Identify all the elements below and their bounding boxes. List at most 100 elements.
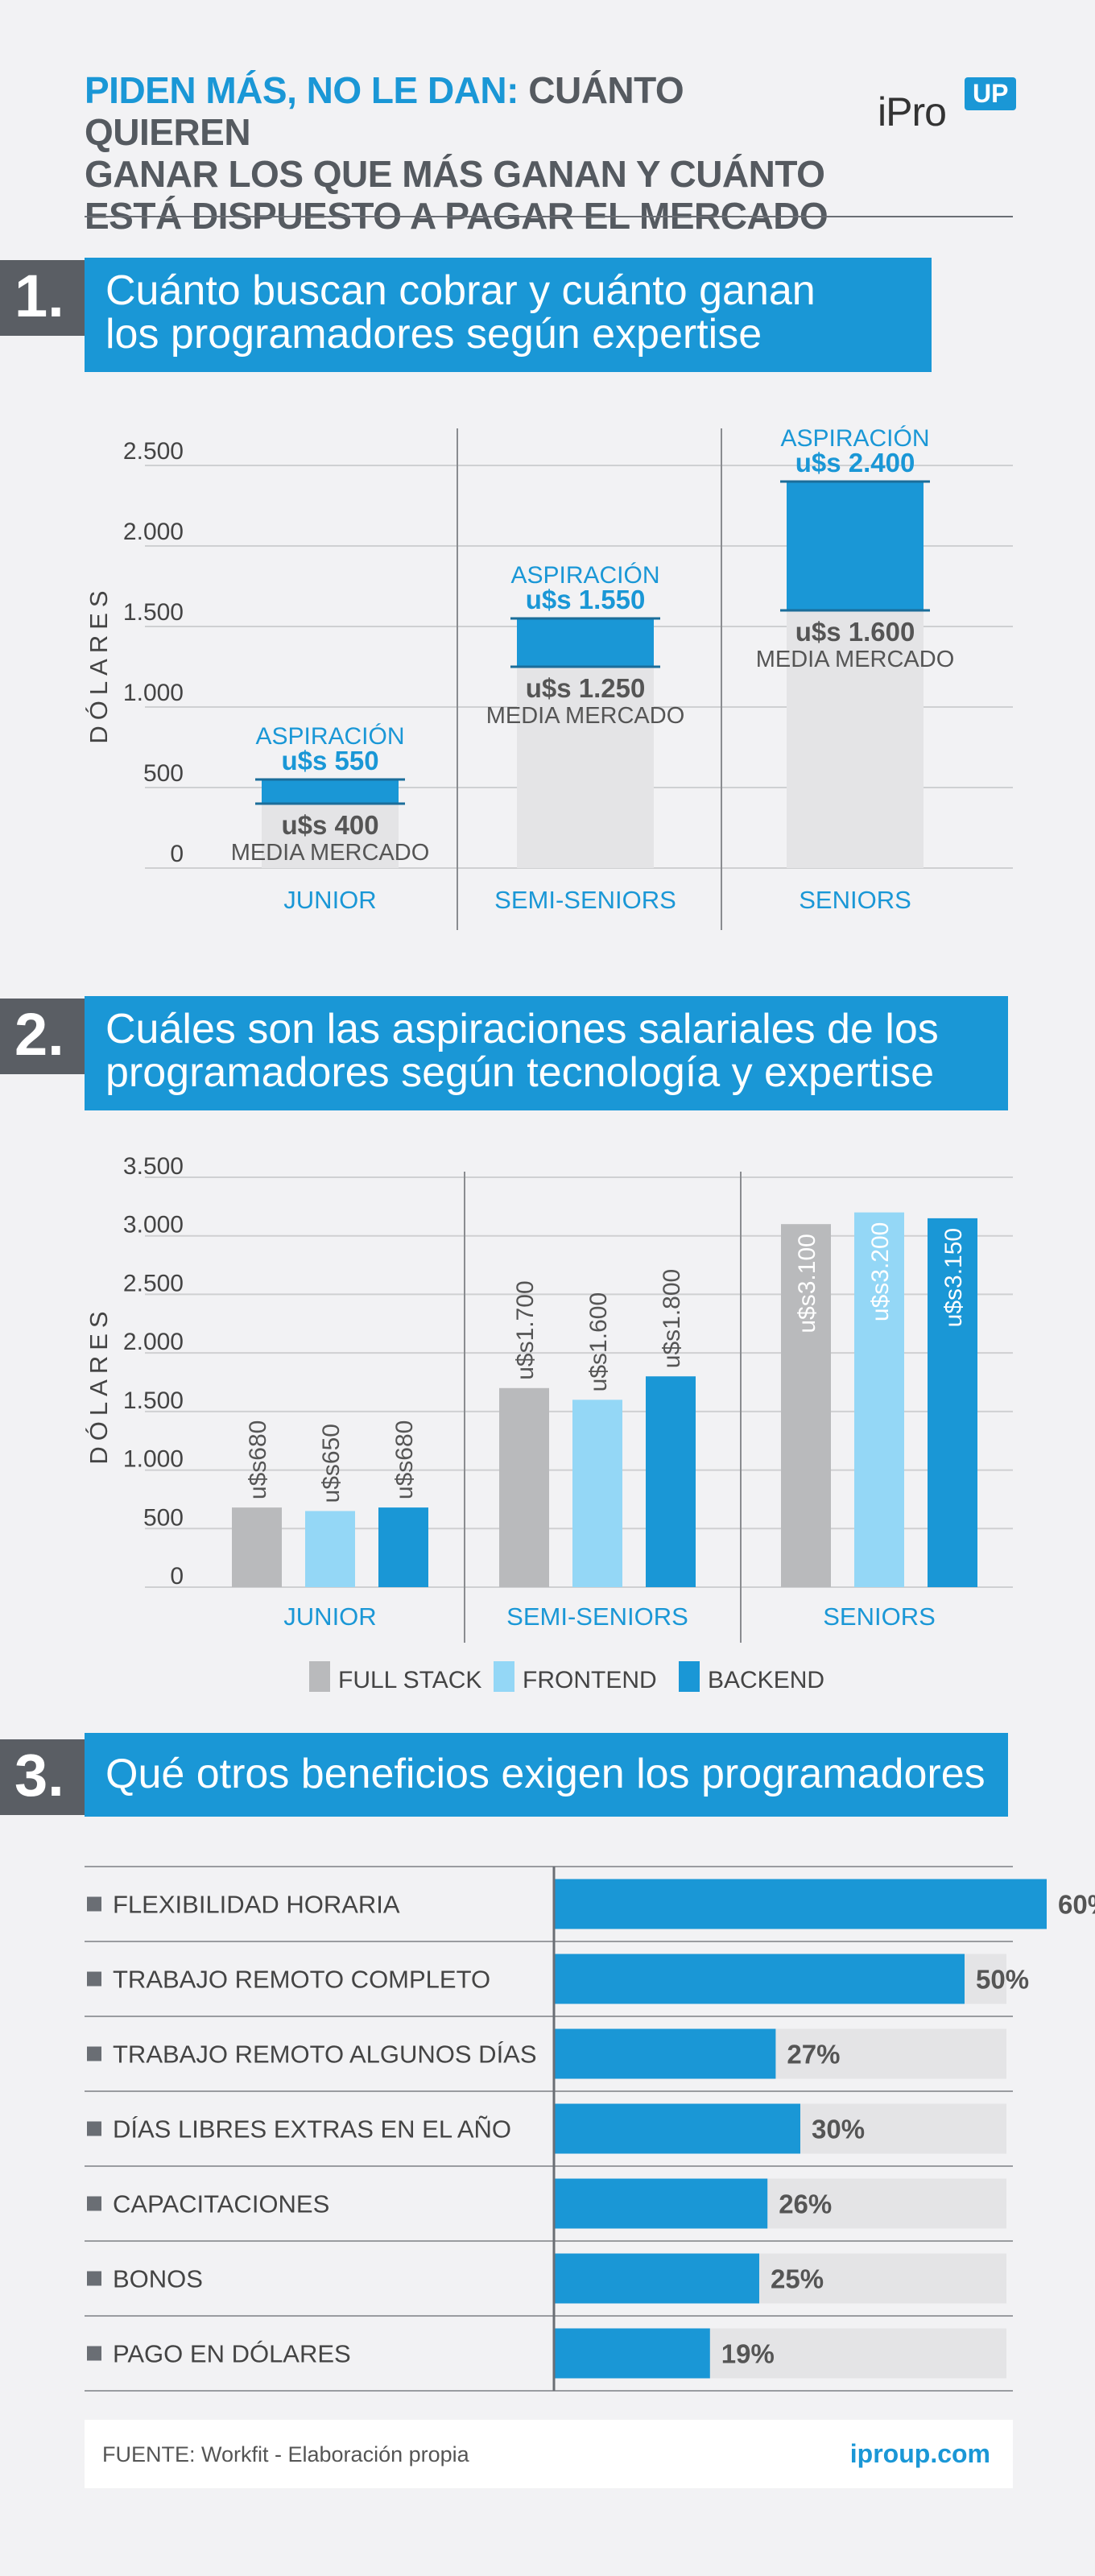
bar-backend — [928, 1218, 977, 1587]
infographic-title: PIDEN MÁS, NO LE DAN: CUÁNTO QUIEREN GAN… — [85, 69, 857, 237]
aspiration-bar — [787, 482, 924, 610]
market-name-label: MEDIA MERCADO — [231, 840, 430, 866]
title-line-1: CUÁNTO QUIEREN — [85, 69, 684, 153]
market-name-label: MEDIA MERCADO — [486, 703, 685, 729]
benefit-label: TRABAJO REMOTO COMPLETO — [113, 1966, 490, 1994]
title-line-2: GANAR LOS QUE MÁS GANAN Y CUÁNTO — [85, 153, 825, 195]
bullet-square — [87, 2196, 101, 2211]
y-tick-label: 500 — [143, 760, 184, 787]
bar-frontend — [854, 1212, 904, 1587]
legend-label: FRONTEND — [523, 1667, 657, 1693]
section-3-number-box: 3. — [0, 1739, 85, 1815]
section-2-title-line-1: Cuáles son las aspiraciones salariales d… — [105, 1006, 939, 1052]
site-link[interactable]: iproup.com — [849, 2439, 990, 2468]
category-label: SENIORS — [823, 1602, 936, 1631]
bar-frontend — [305, 1511, 355, 1587]
chart-salary-technology: 0 500 1.000 1.500 2.000 2.500 3.000 3.500 DÓLARE… — [85, 1153, 1013, 1693]
legend-swatch — [309, 1661, 330, 1692]
section-1-number-box: 1. — [0, 260, 85, 336]
data-label: u$s1.800 — [659, 1269, 685, 1368]
section-3-number: 3. — [14, 1742, 64, 1809]
market-bar — [517, 667, 654, 868]
aspiration-name-label: ASPIRACIÓN — [780, 425, 929, 452]
bullet-square — [87, 2121, 101, 2136]
title-highlight: PIDEN MÁS, NO LE DAN: — [85, 69, 519, 111]
data-label: u$s1.700 — [512, 1280, 539, 1379]
aspiration-name-label: ASPIRACIÓN — [510, 562, 659, 589]
chart-benefits: FLEXIBILIDAD HORARIA 60% TRABAJO REMOTO CO… — [85, 1866, 1095, 2392]
category-label: SEMI-SENIORS — [494, 886, 676, 914]
header-divider — [85, 216, 1013, 217]
benefit-value-label: 27% — [787, 2040, 840, 2069]
bar-frontend — [572, 1400, 622, 1587]
aspiration-value-label: u$s 550 — [281, 746, 378, 775]
y-tick-label: 2.000 — [123, 519, 184, 545]
y-tick-label: 3.000 — [123, 1212, 184, 1238]
bar-backend — [378, 1507, 428, 1587]
aspiration-bar — [517, 618, 654, 667]
iproup-logo: iPro UP — [878, 74, 1039, 139]
bar-full-stack — [232, 1507, 282, 1587]
source-note: FUENTE: Workfit - Elaboración propia — [102, 2442, 469, 2466]
market-name-label: MEDIA MERCADO — [756, 647, 955, 672]
y-tick-label: 500 — [143, 1504, 184, 1531]
benefit-label: CAPACITACIONES — [113, 2190, 329, 2218]
y-axis-label: DÓLARES — [85, 585, 113, 743]
bullet-square — [87, 1971, 101, 1987]
bar-full-stack — [499, 1387, 549, 1587]
section-3-title-line-1: Qué otros beneficios exigen los programa… — [105, 1751, 986, 1797]
y-tick-label: 2.000 — [123, 1329, 184, 1355]
section-2-title-box: Cuáles son las aspiraciones salariales d… — [85, 996, 1008, 1110]
benefit-label: BONOS — [113, 2265, 203, 2293]
legend-swatch — [494, 1661, 514, 1692]
bullet-square — [87, 2046, 101, 2061]
section-2-number: 2. — [14, 1001, 64, 1068]
market-value-label: u$s 1.600 — [795, 617, 915, 647]
aspiration-value-label: u$s 2.400 — [795, 448, 915, 478]
category-label: JUNIOR — [283, 886, 376, 914]
y-tick-label: 2.500 — [123, 438, 184, 465]
aspiration-name-label: ASPIRACIÓN — [255, 723, 404, 750]
aspiration-value-label: u$s 1.550 — [526, 585, 646, 614]
benefit-bar — [554, 2103, 800, 2154]
chart-salary-expertise: 0 500 1.000 1.500 2.000 2.500 DÓLARES ASPIRACIÓ… — [85, 425, 1013, 930]
category-label: JUNIOR — [283, 1602, 376, 1631]
benefit-label: DÍAS LIBRES EXTRAS EN EL AÑO — [113, 2115, 511, 2144]
benefit-value-label: 26% — [779, 2189, 832, 2219]
benefit-value-label: 25% — [771, 2264, 824, 2294]
bar-backend — [646, 1376, 696, 1587]
bar-full-stack — [781, 1224, 831, 1587]
data-label: u$s3.200 — [867, 1222, 894, 1321]
market-value-label: u$s 1.250 — [526, 673, 646, 703]
y-tick-label: 3.500 — [123, 1153, 184, 1180]
y-tick-label: 1.000 — [123, 680, 184, 706]
data-label: u$s1.600 — [585, 1292, 612, 1391]
market-value-label: u$s 400 — [281, 810, 378, 840]
benefit-bar — [554, 2178, 768, 2229]
benefit-label: PAGO EN DÓLARES — [113, 2340, 351, 2368]
data-label: u$s680 — [391, 1420, 418, 1499]
aspiration-bar — [262, 779, 399, 804]
benefit-value-label: 19% — [721, 2339, 775, 2369]
legend-label: FULL STACK — [338, 1667, 481, 1693]
bullet-square — [87, 2346, 101, 2361]
logo-badge: UP — [965, 77, 1017, 110]
data-label: u$s650 — [318, 1424, 345, 1503]
data-label: u$s680 — [245, 1420, 271, 1499]
category-label: SEMI-SENIORS — [506, 1602, 688, 1631]
benefit-value-label: 60% — [1058, 1890, 1095, 1920]
y-tick-label: 2.500 — [123, 1270, 184, 1296]
y-tick-label: 1.500 — [123, 1387, 184, 1414]
y-tick-label: 1.000 — [123, 1446, 184, 1473]
section-1-title-line-2: los programadores según expertise — [105, 311, 762, 358]
benefit-bar — [554, 1879, 1047, 1929]
section-3-title-box: Qué otros beneficios exigen los programa… — [85, 1733, 1008, 1817]
bullet-square — [87, 1896, 101, 1912]
benefit-label: TRABAJO REMOTO ALGUNOS DÍAS — [113, 2041, 537, 2069]
section-1-title-box: Cuánto buscan cobrar y cuánto ganan los … — [85, 258, 932, 372]
market-bar — [262, 804, 399, 868]
bullet-square — [87, 2271, 101, 2286]
y-tick-label: 1.500 — [123, 599, 184, 626]
logo-text: iPro — [878, 89, 947, 134]
benefit-label: FLEXIBILIDAD HORARIA — [113, 1891, 400, 1919]
